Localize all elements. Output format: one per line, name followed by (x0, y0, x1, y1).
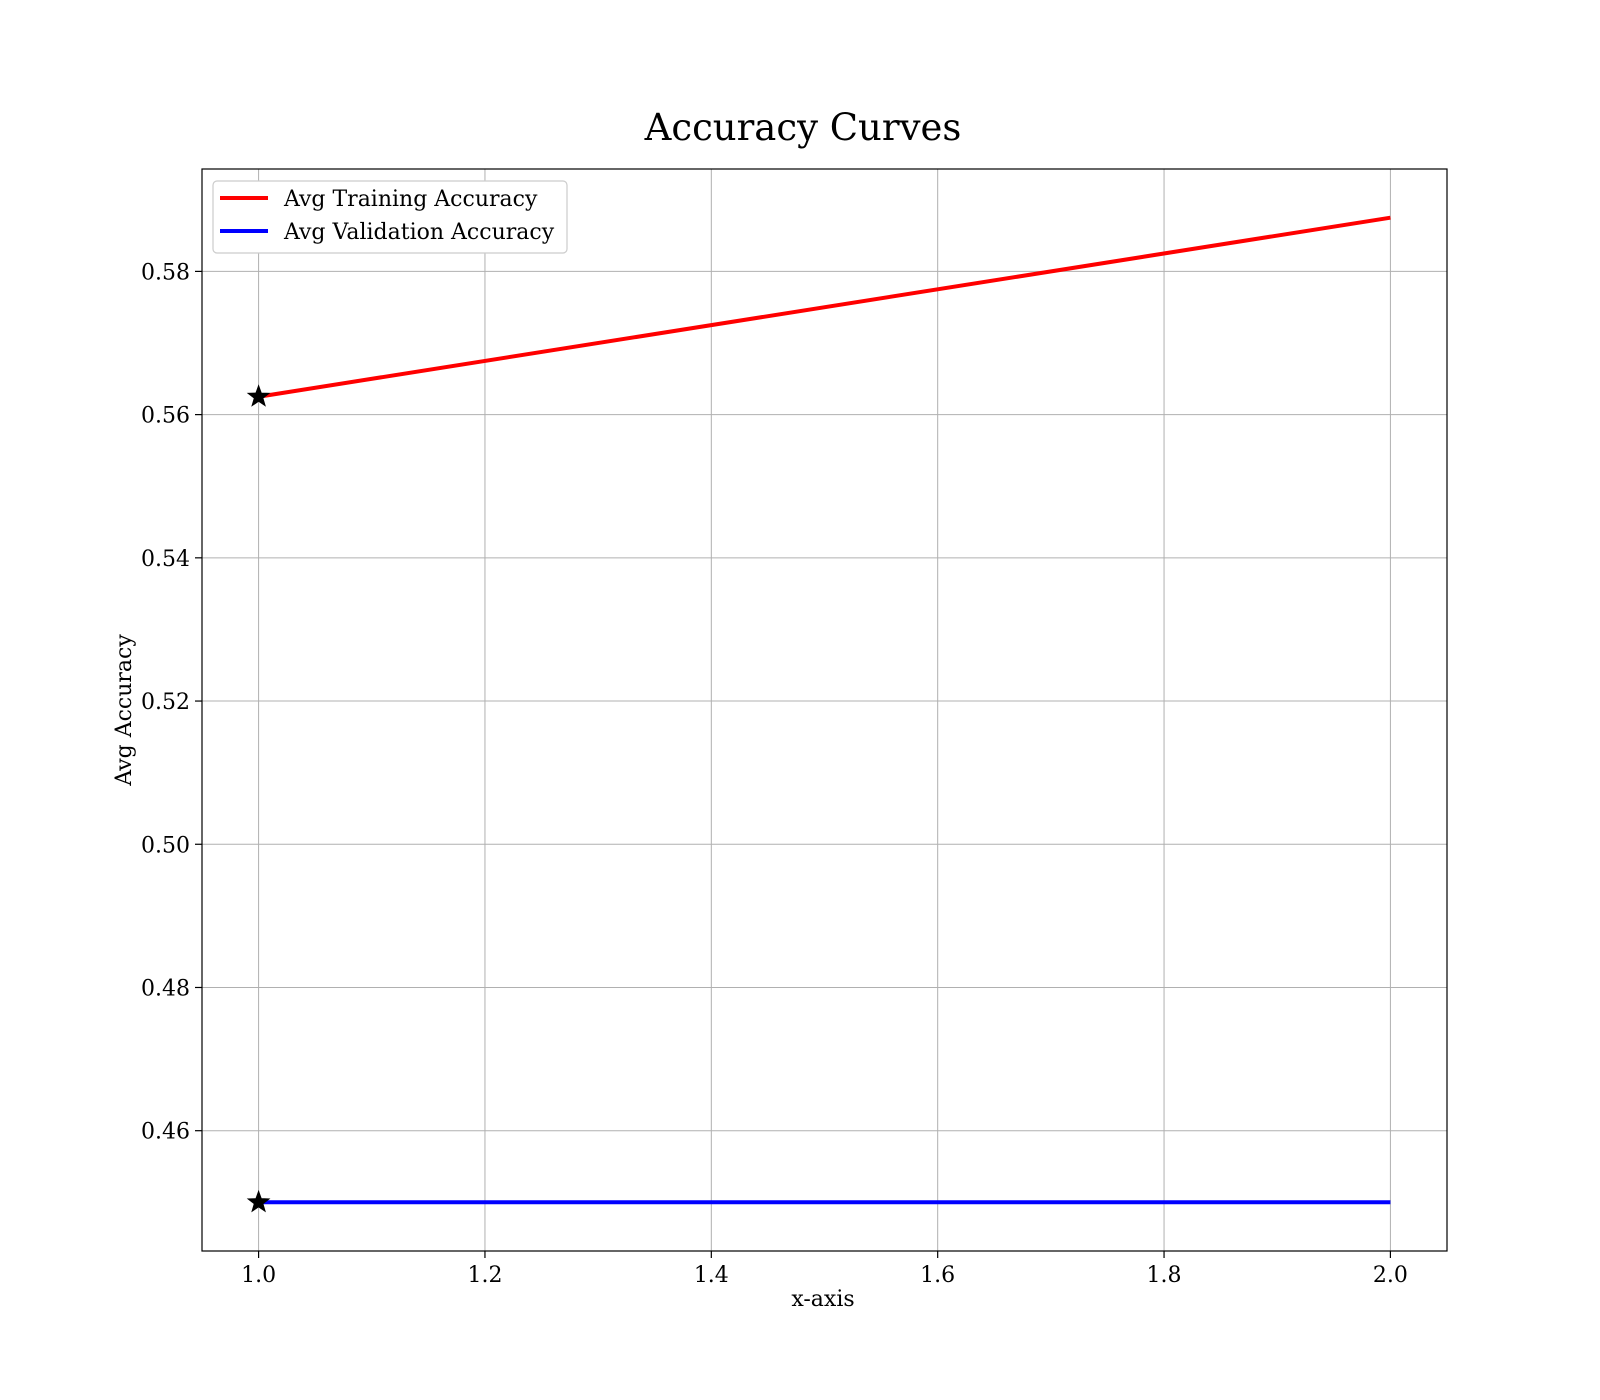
validation-best-marker-star-icon (246, 1189, 271, 1213)
y-tick-label: 0.52 (141, 690, 190, 715)
y-tick-label: 0.54 (141, 547, 190, 572)
x-axis-label: x-axis (791, 1287, 854, 1312)
series-lines (258, 215, 1391, 1205)
x-axis-ticks: 1.0 1.2 1.4 1.6 1.8 2.0 (241, 1251, 1408, 1288)
y-tick-label: 0.50 (141, 833, 190, 858)
training-accuracy-line (258, 215, 1391, 399)
x-tick-label: 1.4 (694, 1263, 729, 1288)
y-axis-ticks: 0.46 0.48 0.50 0.52 0.54 0.56 0.58 (141, 260, 202, 1145)
legend-label-validation: Avg Validation Accuracy (283, 220, 555, 245)
series-markers (246, 384, 271, 1213)
x-tick-label: 1.6 (920, 1263, 955, 1288)
chart-title: Accuracy Curves (644, 106, 962, 149)
training-best-marker-star-icon (246, 384, 271, 407)
plot-frame (201, 168, 1448, 1252)
y-tick-label: 0.56 (141, 404, 190, 429)
y-tick-label: 0.48 (141, 976, 190, 1001)
x-tick-label: 1.8 (1147, 1263, 1182, 1288)
legend: Avg Training Accuracy Avg Validation Acc… (212, 180, 568, 254)
y-tick-label: 0.58 (141, 260, 190, 285)
legend-box (212, 180, 568, 254)
legend-label-training: Avg Training Accuracy (283, 187, 538, 212)
x-tick-label: 1.2 (467, 1263, 502, 1288)
y-axis-label: Avg Accuracy (112, 634, 137, 787)
x-tick-label: 1.0 (241, 1263, 276, 1288)
grid-lines (202, 169, 1447, 1251)
y-tick-label: 0.46 (141, 1120, 190, 1145)
x-tick-label: 2.0 (1373, 1263, 1408, 1288)
